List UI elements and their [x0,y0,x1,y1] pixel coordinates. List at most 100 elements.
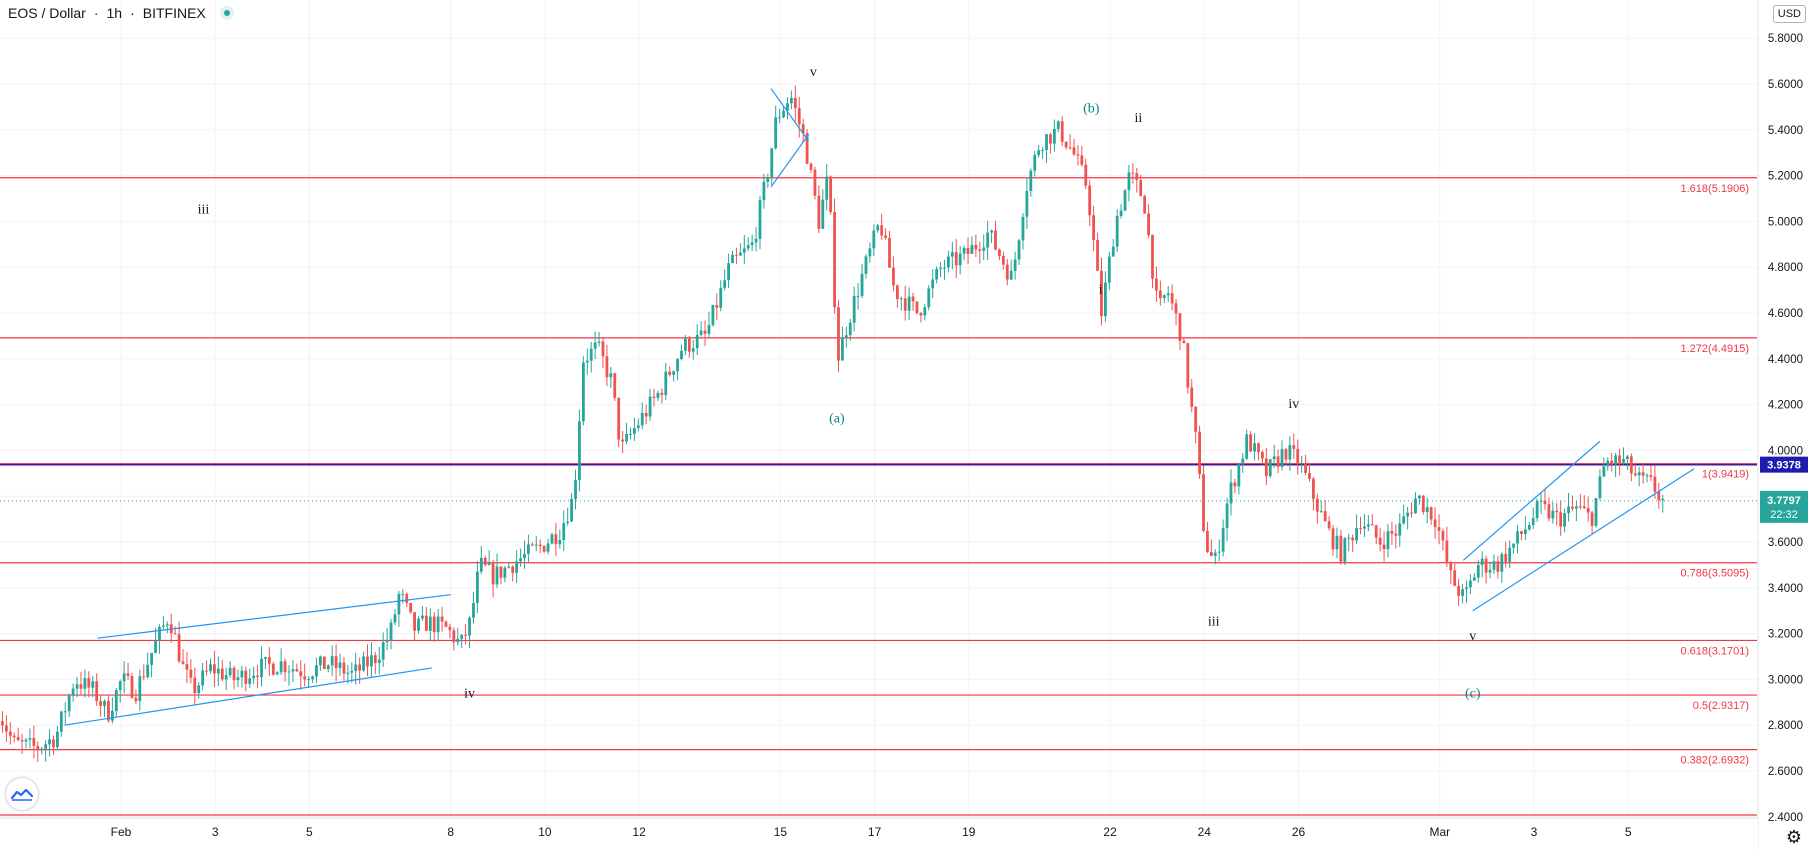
candle-body [1155,278,1158,291]
candle-body [1276,456,1280,467]
candle-body [342,662,346,674]
candle [264,656,267,670]
gear-icon[interactable]: ⚙ [1785,827,1802,847]
candle [495,553,499,589]
candle-body [1543,500,1547,505]
currency-button[interactable]: USD [1772,5,1806,23]
candle [789,90,793,110]
candle [915,301,919,315]
tradingview-logo[interactable] [6,778,38,810]
candle-body [1292,445,1296,449]
candle-body [1382,544,1386,550]
candle-body [687,338,691,352]
market-status-icon[interactable] [219,6,234,20]
candle [527,534,530,563]
candle-body [691,348,695,352]
candle [315,657,318,684]
price-tick-label: 5.0000 [1768,216,1803,228]
candle [1241,453,1245,473]
candle-body [1280,449,1284,467]
candle [417,616,420,634]
candle [990,229,993,243]
candle-body [801,124,805,134]
candle-body [872,230,876,249]
candle-body [660,392,664,395]
candle-body [468,617,471,636]
candle [672,370,676,382]
trendline [770,88,810,142]
candle-body [1535,501,1539,519]
candle-body [848,322,852,336]
candle [1453,563,1457,587]
candle [911,292,915,311]
candle [664,362,668,401]
candle-body [472,603,475,618]
candle [1076,145,1080,166]
candle [538,539,542,553]
candle-body [519,558,522,562]
candle [1433,507,1437,539]
candle [1253,433,1256,461]
candle [546,538,550,555]
legend-separator: · [130,5,135,21]
candle [1245,429,1249,461]
candle-body [79,684,83,689]
candle-body [1351,537,1355,541]
candle-body [1194,406,1198,432]
candle [197,682,201,699]
candle [479,545,483,575]
candle [727,253,730,289]
candle [841,326,844,361]
candle [260,646,263,687]
candle-body [224,675,228,680]
last-price-marker: 3.7797 22:32 [1760,490,1808,523]
time-tick-label: 22 [1103,825,1117,839]
candle-body [1225,503,1229,528]
candle [1343,536,1347,565]
candle-body [966,248,970,254]
candle [1610,452,1614,472]
candle [1013,251,1017,280]
candle [1304,454,1307,476]
candle-body [236,677,240,681]
candle [1033,151,1037,177]
price-tick-label: 4.2000 [1768,400,1803,412]
candle [1064,141,1068,150]
candle [291,659,295,683]
candle-body [158,626,161,641]
candle-body [1166,293,1170,296]
candle-body [1206,530,1209,553]
candle-body [1355,528,1358,541]
time-tick-label: 24 [1198,825,1212,839]
candle [1103,271,1107,322]
candle-body [527,544,530,554]
candle [1508,540,1512,569]
exchange-label: BITFINEX [142,5,206,21]
candle-body [220,668,224,680]
candle [593,331,597,360]
candle [165,621,169,634]
price-tick-label: 3.0000 [1768,674,1803,686]
candle [1363,514,1366,538]
candle-body [625,433,628,442]
candle-body [185,664,189,670]
candle [817,185,821,234]
candle [550,532,554,545]
candle [1143,194,1147,214]
candle [460,634,464,649]
candle-body [1209,552,1213,556]
candle-body [1531,518,1535,525]
candle-body [1158,290,1162,299]
candle-body [1610,460,1614,465]
candle-body [315,665,318,677]
candle-body [927,288,931,308]
candle-body [291,669,295,672]
candle-body [56,731,59,748]
candle [660,388,664,404]
candle-body [244,670,248,684]
candle-body [4,725,8,732]
candle [370,642,373,678]
candle-body [1343,538,1347,562]
